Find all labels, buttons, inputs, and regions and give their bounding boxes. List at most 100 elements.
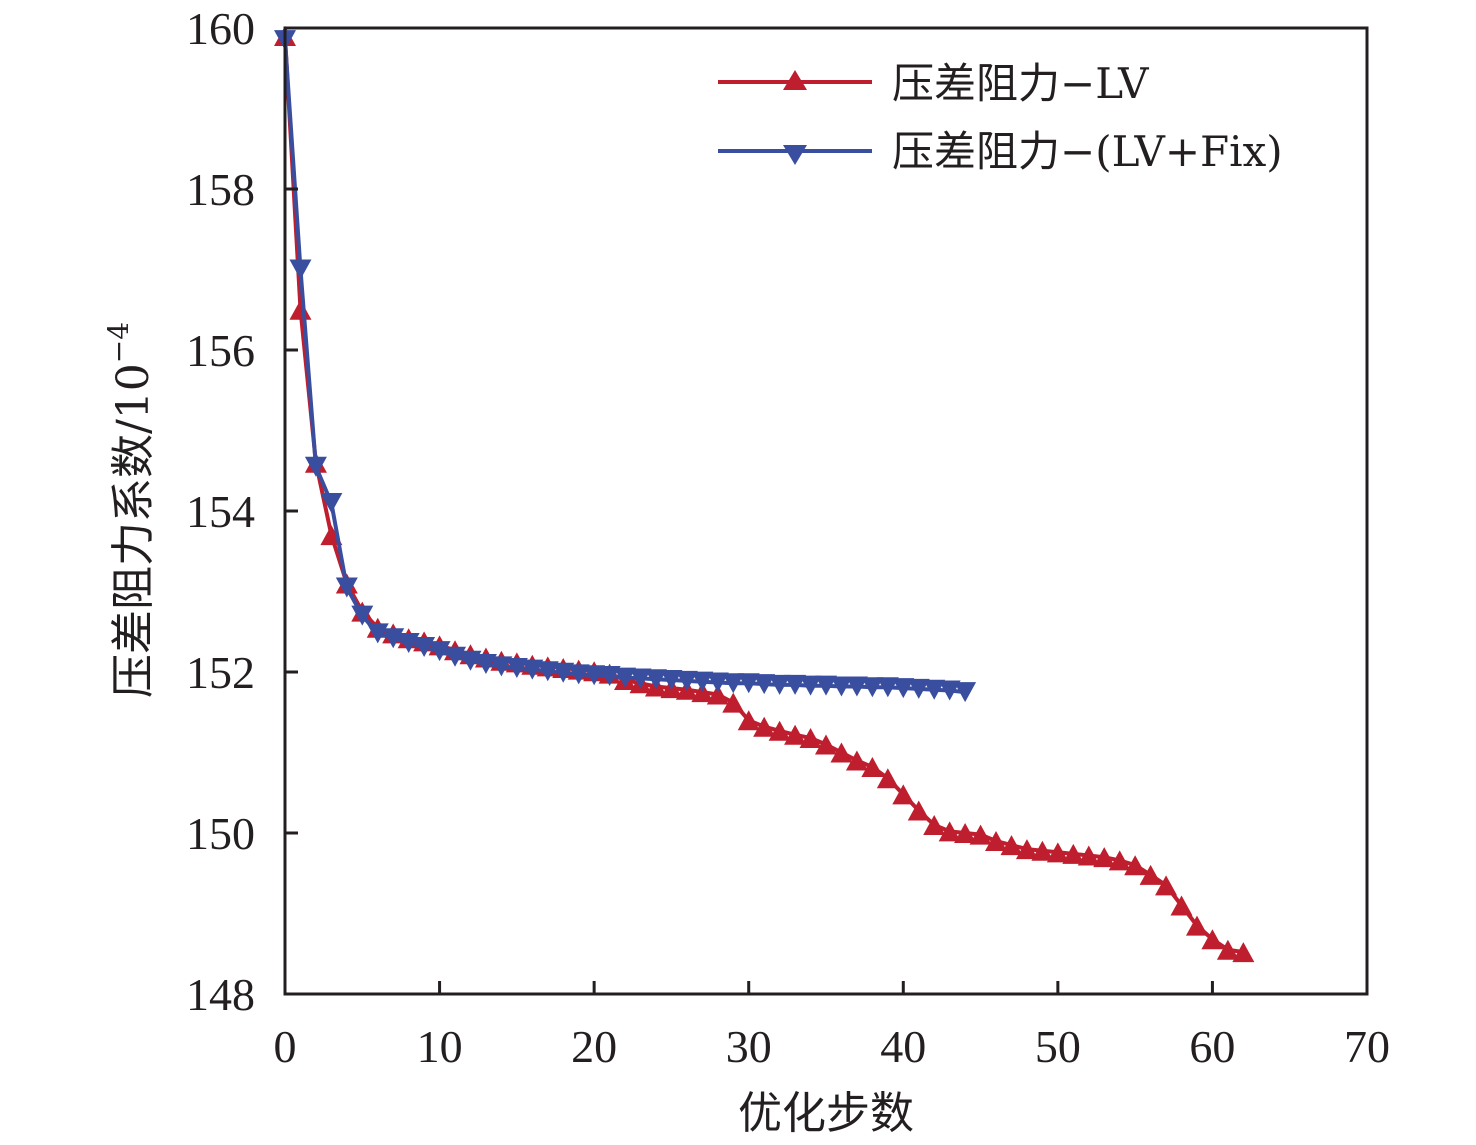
data-point	[784, 724, 807, 745]
data-point	[490, 656, 513, 677]
legend: 压差阻力−LV 压差阻力−(LV+Fix)	[718, 59, 1283, 176]
data-point	[985, 831, 1008, 852]
series-layer	[274, 26, 1255, 963]
data-point	[1031, 840, 1054, 861]
y-tick-label: 154	[186, 486, 255, 537]
data-point	[768, 674, 791, 695]
y-tick-label: 160	[186, 3, 255, 54]
data-point	[938, 821, 961, 842]
data-point	[892, 678, 915, 699]
svg-text:压差阻力系数/10−4: 压差阻力系数/10−4	[102, 322, 159, 698]
data-point	[675, 670, 698, 691]
data-point	[706, 684, 729, 705]
data-point	[815, 734, 837, 755]
data-point	[1155, 875, 1178, 896]
data-point	[1062, 843, 1085, 864]
data-point	[521, 659, 544, 680]
y-axis-title: 压差阻力系数/10	[108, 363, 159, 698]
data-point	[1201, 929, 1224, 950]
data-point	[737, 673, 760, 694]
data-point	[768, 720, 791, 741]
data-point	[629, 668, 652, 689]
y-tick-label: 152	[186, 647, 255, 698]
data-point	[660, 670, 683, 691]
data-point	[289, 259, 312, 280]
data-point	[799, 675, 822, 696]
data-point	[1046, 842, 1069, 863]
data-point	[861, 677, 884, 698]
data-point	[969, 824, 992, 845]
data-point	[1216, 939, 1239, 960]
data-point	[583, 665, 606, 686]
y-axis-title-exponent: −4	[102, 322, 135, 363]
data-point	[907, 678, 930, 699]
data-point	[351, 605, 374, 626]
data-point	[722, 692, 745, 713]
data-point	[1232, 942, 1255, 963]
data-point	[1139, 864, 1162, 885]
x-tick-label: 10	[417, 1021, 463, 1072]
data-point	[753, 716, 776, 737]
data-point	[1124, 855, 1147, 876]
x-tick-label: 20	[571, 1021, 617, 1072]
data-point	[954, 682, 977, 703]
data-point	[938, 680, 961, 701]
data-point	[876, 768, 899, 789]
data-point	[845, 750, 868, 771]
data-point	[753, 674, 776, 695]
data-point	[1108, 850, 1131, 871]
data-point	[474, 653, 497, 674]
data-point	[505, 657, 528, 678]
data-point	[614, 667, 637, 688]
data-point	[815, 675, 837, 696]
data-point	[799, 728, 822, 749]
data-point	[691, 682, 714, 703]
data-point	[691, 671, 714, 692]
x-tick-label: 70	[1344, 1021, 1390, 1072]
legend-label-lv: 压差阻力−LV	[892, 59, 1149, 108]
data-point	[923, 679, 946, 700]
x-tick-label: 40	[880, 1021, 926, 1072]
data-point	[567, 664, 590, 685]
x-axis-title: 优化步数	[738, 1088, 914, 1139]
y-tick-label: 156	[186, 325, 255, 376]
data-point	[428, 641, 451, 662]
data-point	[1015, 839, 1038, 860]
data-point	[830, 676, 853, 697]
x-tick-label: 60	[1189, 1021, 1235, 1072]
data-point	[1093, 847, 1116, 868]
y-tick-label: 148	[186, 969, 255, 1020]
data-point	[536, 661, 559, 682]
y-axis-title-group: 压差阻力系数/10−4	[102, 322, 159, 698]
data-point	[706, 672, 729, 693]
data-point	[1185, 915, 1208, 936]
data-point	[830, 742, 853, 763]
x-tick-label: 30	[726, 1021, 772, 1072]
y-tick-label: 150	[186, 808, 255, 859]
data-point	[1170, 895, 1193, 916]
data-point	[644, 669, 667, 690]
x-tick-label: 0	[274, 1021, 297, 1072]
data-point	[892, 784, 915, 805]
data-point	[289, 299, 312, 320]
y-axis: 148 150 152 154 156 158 160	[186, 3, 298, 1020]
data-point	[954, 823, 977, 843]
data-point	[784, 674, 807, 695]
data-point	[722, 673, 745, 694]
legend-item-lv: 压差阻力−LV	[718, 59, 1149, 108]
data-point	[335, 577, 358, 598]
legend-marker-lv	[783, 70, 807, 90]
series-lv-fix	[274, 30, 977, 703]
data-point	[320, 492, 343, 513]
data-point	[907, 800, 930, 821]
data-point	[1000, 835, 1023, 856]
data-point	[737, 710, 760, 731]
legend-item-lv-fix: 压差阻力−(LV+Fix)	[718, 127, 1283, 176]
legend-marker-lv-fix	[783, 145, 807, 165]
data-point	[923, 814, 946, 835]
data-point	[552, 662, 575, 683]
data-point	[861, 756, 884, 777]
data-point	[876, 677, 899, 698]
x-tick-label: 50	[1035, 1021, 1081, 1072]
